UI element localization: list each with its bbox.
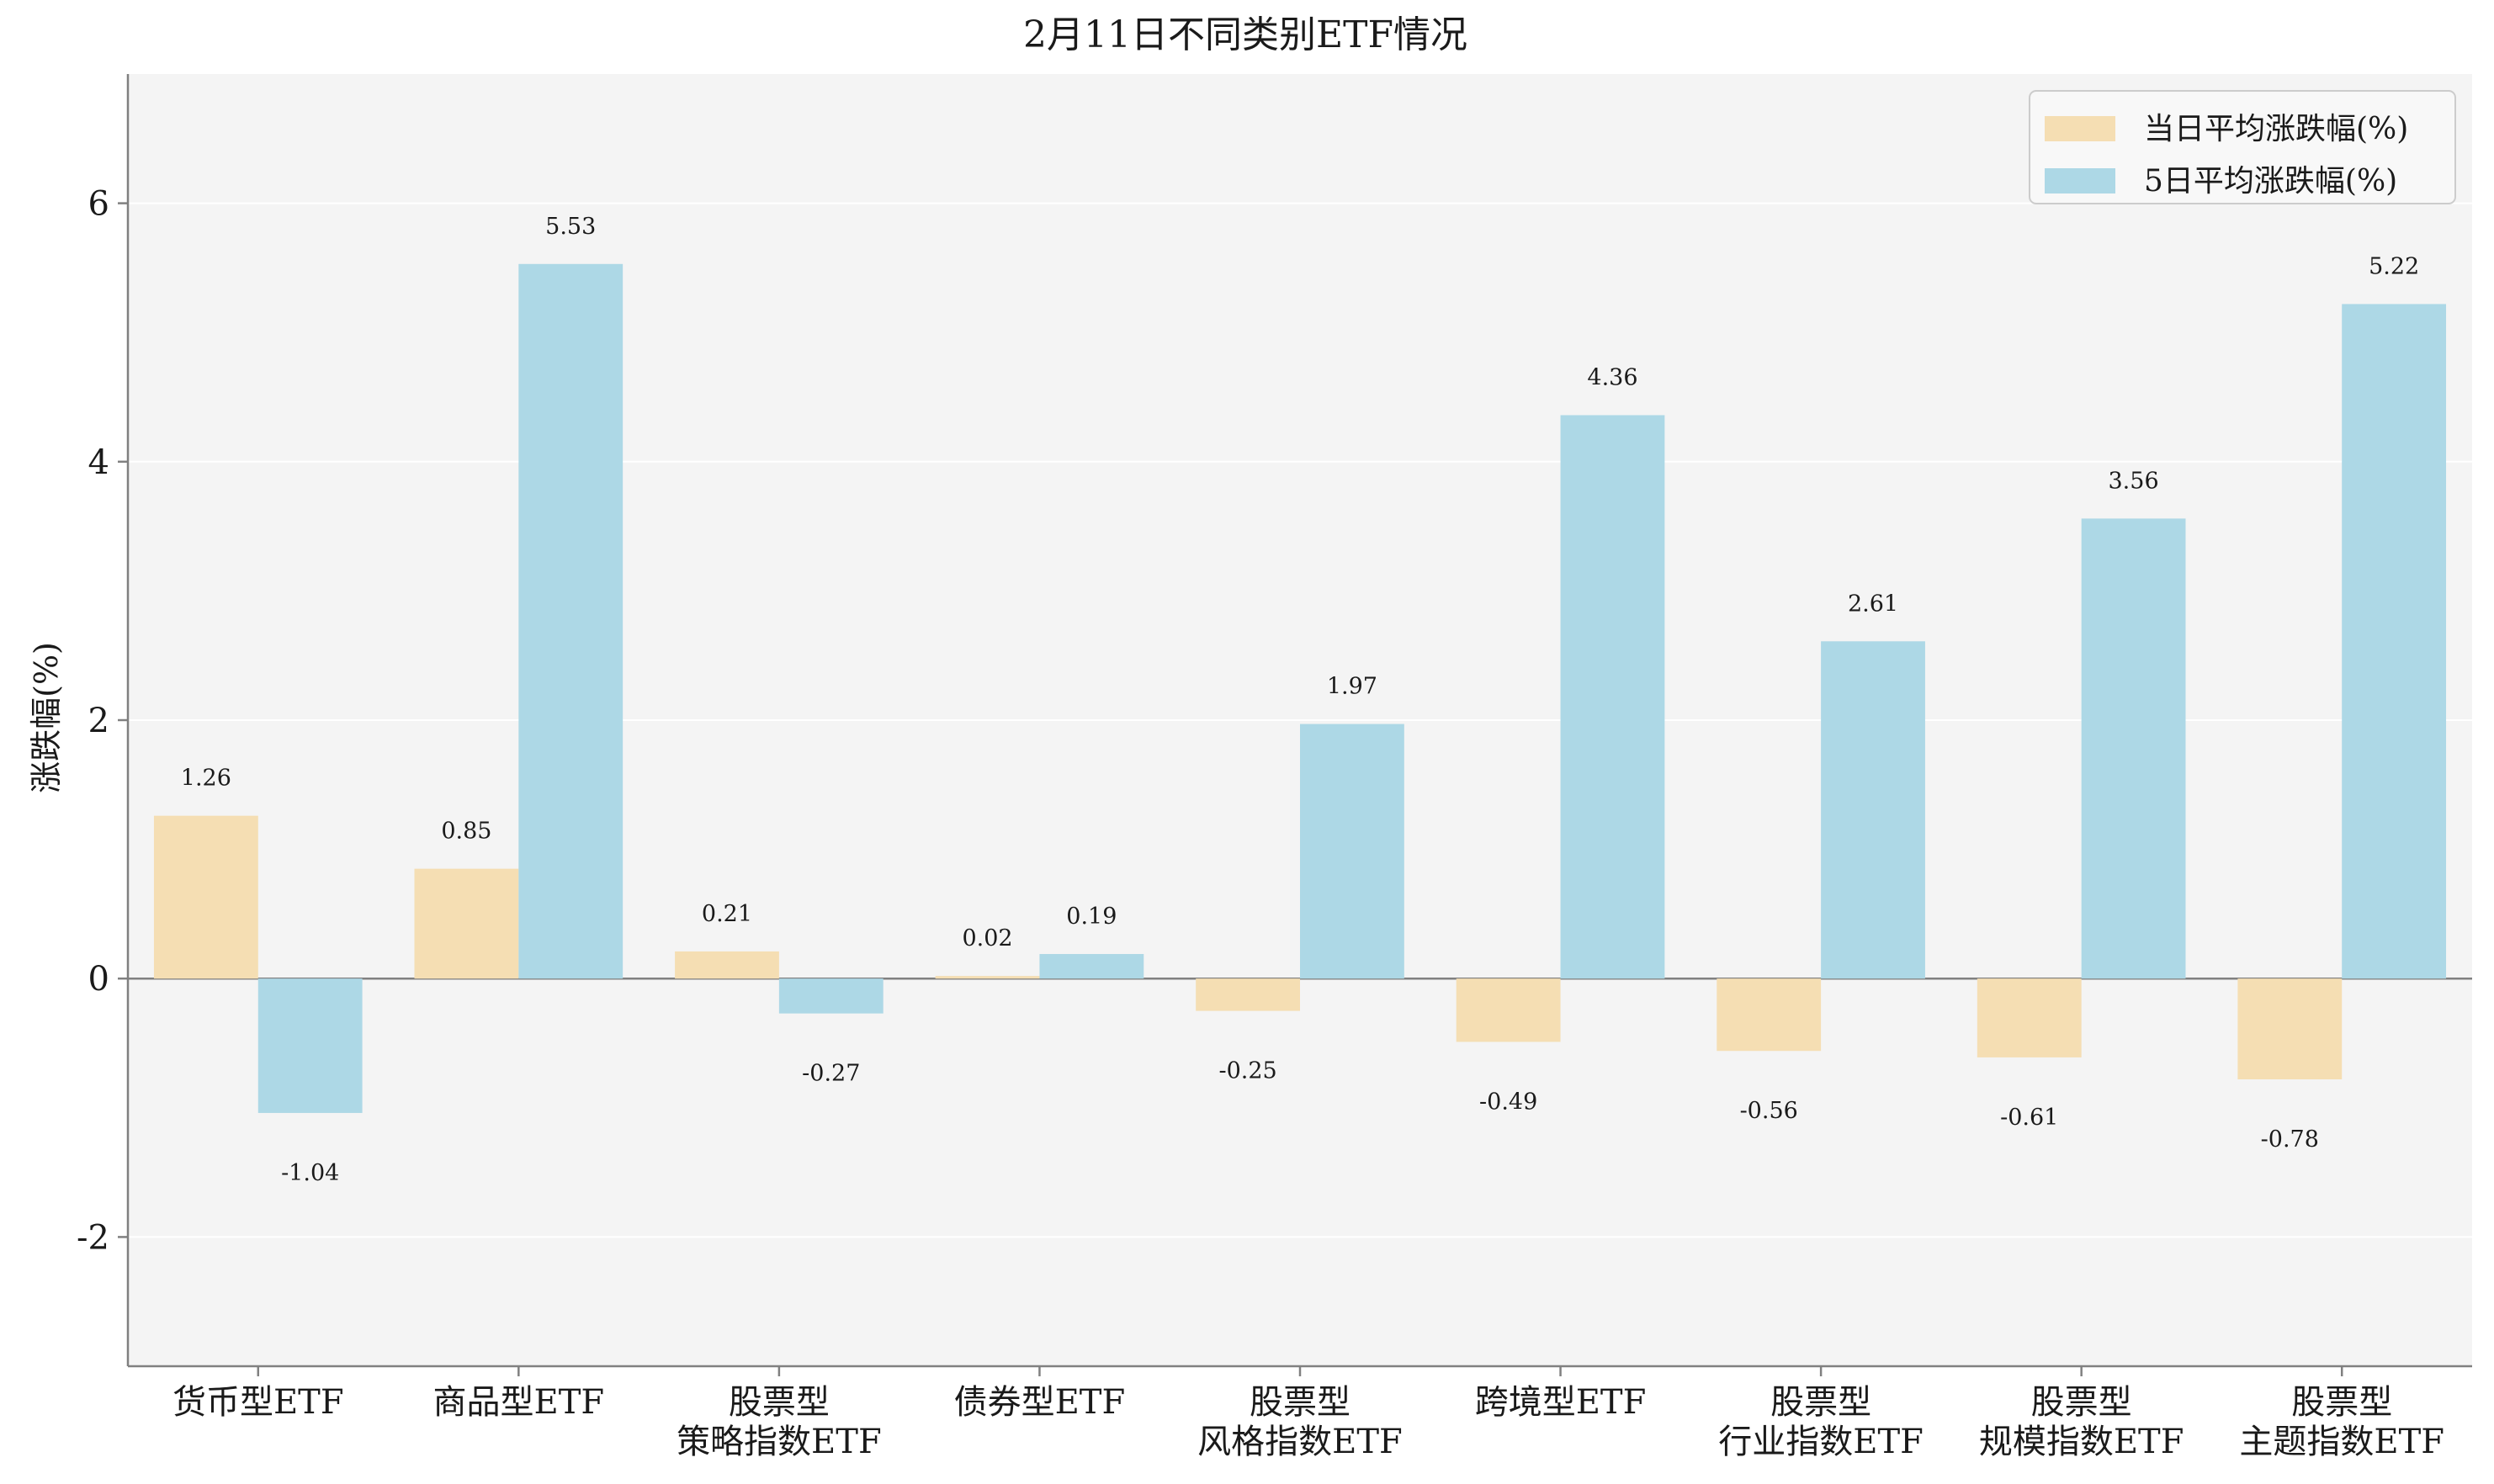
data-label: 1.97 <box>1327 674 1377 700</box>
data-label: 2.61 <box>1848 591 1898 617</box>
data-label: -1.04 <box>281 1160 339 1186</box>
data-label: 5.53 <box>545 214 596 240</box>
data-label: 5.22 <box>2369 253 2419 279</box>
legend-swatch <box>2045 168 2115 193</box>
data-label: -0.78 <box>2261 1126 2319 1153</box>
y-tick-label: 4 <box>88 443 109 482</box>
x-tick-label: 商品型ETF <box>433 1383 605 1422</box>
x-tick-label: 股票型 <box>729 1383 830 1422</box>
x-tick-label: 货币型ETF <box>172 1383 344 1422</box>
y-tick-label: -2 <box>77 1218 109 1257</box>
data-label: -0.56 <box>1740 1098 1798 1124</box>
y-axis-label: 涨跌幅(%) <box>28 642 65 793</box>
bar-series1 <box>935 976 1040 979</box>
legend-label: 5日平均涨跌幅(%) <box>2144 164 2397 199</box>
bar-series1 <box>1717 978 1822 1052</box>
bar-series1 <box>153 815 258 979</box>
data-labels: 1.26 0.85 0.21 0.02 -0.25 -0.49 -0.56 -0.61 -0.7… <box>181 214 2419 1186</box>
data-label: -0.61 <box>2000 1105 2058 1131</box>
data-label: 4.36 <box>1587 365 1637 391</box>
data-label: 3.56 <box>2109 468 2159 494</box>
bar-series2 <box>1039 954 1144 979</box>
legend-box <box>2029 90 2456 204</box>
x-tick-label: 股票型 <box>2291 1383 2392 1422</box>
y-tick-label: 2 <box>88 702 109 740</box>
data-label: -0.25 <box>1218 1058 1276 1084</box>
x-tick-label: 行业指数ETF <box>1718 1423 1924 1461</box>
legend-label: 当日平均涨跌幅(%) <box>2144 112 2408 146</box>
x-tick-label: 股票型 <box>2031 1383 2132 1422</box>
data-label: -0.49 <box>1479 1089 1537 1115</box>
x-tick-label: 债券型ETF <box>954 1383 1126 1422</box>
legend-swatch <box>2045 116 2115 141</box>
bar-series2 <box>1560 415 1665 979</box>
legend: 当日平均涨跌幅(%) 5日平均涨跌幅(%) <box>2029 90 2456 204</box>
x-tick-label: 跨境型ETF <box>1475 1383 1647 1422</box>
bar-series2 <box>1300 723 1404 979</box>
data-label: -0.27 <box>802 1061 860 1087</box>
data-label: 0.21 <box>702 901 752 927</box>
bar-series2 <box>257 978 363 1113</box>
chart-title: 2月11日不同类别ETF情况 <box>1023 13 1467 56</box>
y-tick-label: 0 <box>88 960 109 999</box>
data-label: 0.19 <box>1066 904 1117 930</box>
x-tick-label: 风格指数ETF <box>1197 1423 1403 1461</box>
bar-series1 <box>414 868 519 979</box>
bar-series1 <box>1196 978 1300 1011</box>
bar-series2 <box>1821 641 1925 979</box>
x-tick-label: 股票型 <box>1770 1383 1871 1422</box>
y-tick-label: 6 <box>88 185 109 224</box>
x-tick-label: 策略指数ETF <box>677 1423 882 1461</box>
data-label: 1.26 <box>181 766 231 792</box>
x-tick-label: 股票型 <box>1250 1383 1350 1422</box>
y-ticks: -2 0 2 4 6 <box>77 185 128 1257</box>
data-label: 0.02 <box>962 925 1012 951</box>
bars <box>153 263 2447 1113</box>
bar-series2 <box>778 978 884 1014</box>
bar-series2 <box>2342 304 2447 979</box>
x-tick-label: 规模指数ETF <box>1979 1423 2184 1461</box>
bar-series2 <box>2081 518 2186 979</box>
bar-series1 <box>1456 978 1561 1042</box>
bar-series1 <box>2237 978 2343 1080</box>
data-label: 0.85 <box>441 819 491 845</box>
bar-series1 <box>1977 978 2082 1057</box>
bar-series1 <box>675 951 779 979</box>
bar-series2 <box>518 263 624 979</box>
x-tick-label: 主题指数ETF <box>2239 1423 2444 1461</box>
